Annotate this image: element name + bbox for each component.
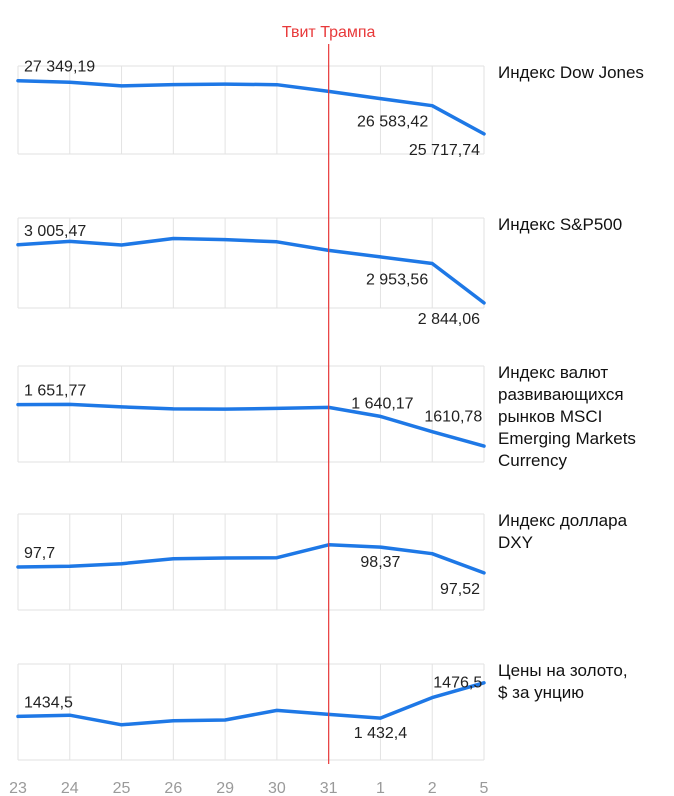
panel-title-line: Индекс Dow Jones: [498, 63, 644, 82]
data-label: 1 432,4: [354, 725, 407, 742]
data-label: 1 651,77: [24, 383, 86, 400]
panel-title-line: Индекс валют: [498, 363, 608, 382]
x-tick-label: 2: [428, 780, 437, 796]
x-tick-label: 5: [480, 780, 489, 796]
event-label: Твит Трампа: [282, 24, 376, 41]
data-label: 2 953,56: [366, 272, 428, 289]
panel-title-line: развивающихся: [498, 385, 624, 404]
data-label: 97,52: [440, 581, 480, 598]
panel-title-line: Currency: [498, 451, 567, 470]
data-label: 1610,78: [424, 409, 482, 426]
data-label: 97,7: [24, 545, 55, 562]
panel: 1434,5 1 432,4 1476,5 Цены на золото, $ за у…: [16, 661, 628, 742]
series-line: [16, 78, 486, 136]
data-label: 98,37: [360, 554, 400, 571]
x-tick-label: 26: [164, 780, 182, 796]
data-label: 26 583,42: [357, 114, 428, 131]
panel-title-line: DXY: [498, 533, 533, 552]
x-tick-label: 30: [268, 780, 286, 796]
panel-title-line: Emerging Markets: [498, 429, 636, 448]
x-tick-label: 29: [216, 780, 234, 796]
x-tick-label: 25: [113, 780, 131, 796]
panel-title-line: $ за унцию: [498, 683, 584, 702]
panel-title-line: Индекс S&P500: [498, 215, 622, 234]
x-tick-label: 31: [320, 780, 338, 796]
data-label: 2 844,06: [418, 311, 480, 328]
x-tick-label: 23: [9, 780, 27, 796]
grid: [17, 65, 485, 761]
data-label: 3 005,47: [24, 223, 86, 240]
series-line: [16, 236, 486, 305]
panels: 27 349,19 26 583,42 25 717,74 Индекс Dow Jo…: [16, 59, 644, 742]
data-label: 1476,5: [433, 675, 482, 692]
panel-title-line: Цены на золото,: [498, 661, 628, 680]
x-tick-label: 1: [376, 780, 385, 796]
panel: 3 005,47 2 953,56 2 844,06 Индекс S&P500: [16, 215, 622, 328]
x-tick-label: 24: [61, 780, 79, 796]
data-label: 27 349,19: [24, 59, 95, 76]
panel: 97,7 98,37 97,52 Индекс доллара DXY: [16, 511, 628, 598]
panel-title-line: рынков MSCI: [498, 407, 602, 426]
x-axis-ticks: 23 24 25 26 29 30 31 1 2 5: [9, 780, 488, 796]
series-line: [16, 402, 486, 448]
panel-title-line: Индекс доллара: [498, 511, 628, 530]
panel: 1 651,77 1 640,17 1610,78 Индекс валют разви…: [16, 363, 636, 470]
data-label: 25 717,74: [409, 142, 480, 159]
data-label: 1 640,17: [351, 395, 413, 412]
series-line: [16, 681, 486, 727]
series-line: [16, 543, 486, 575]
data-label: 1434,5: [24, 694, 73, 711]
panel: 27 349,19 26 583,42 25 717,74 Индекс Dow Jo…: [16, 59, 644, 159]
